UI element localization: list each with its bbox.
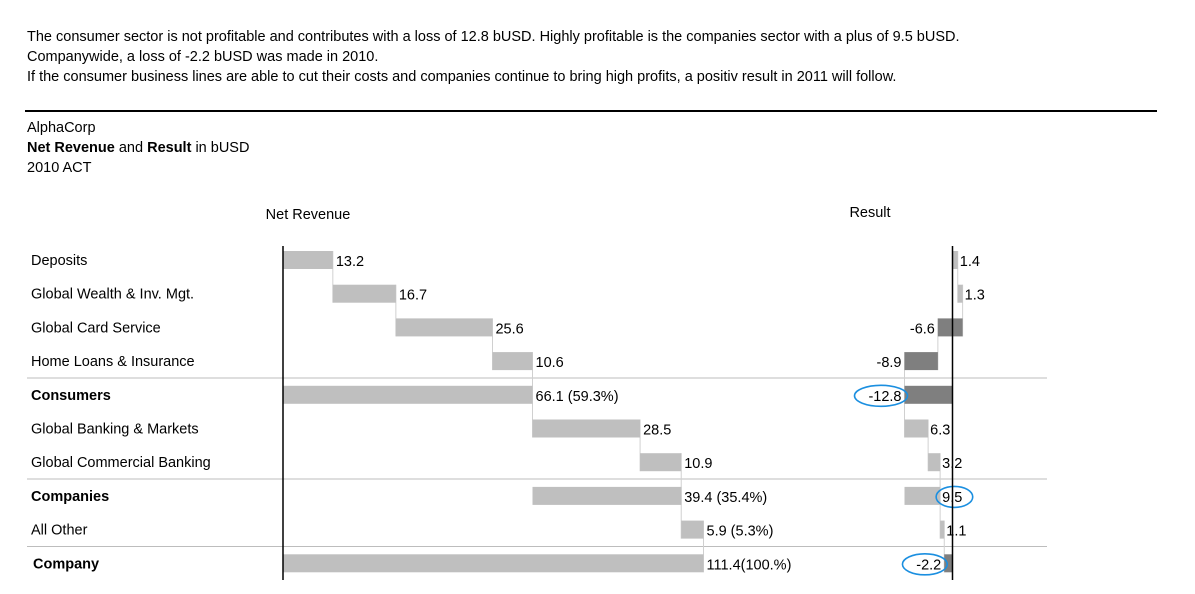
- revenue-bar: [532, 486, 682, 505]
- revenue-bar: [492, 352, 533, 371]
- revenue-bar: [283, 385, 533, 404]
- title-and: and: [114, 140, 148, 156]
- chart-header: AlphaCorp Net Revenue and Result in bUSD…: [27, 118, 249, 178]
- revenue-value-label: 111.4(100.%): [707, 557, 792, 573]
- highlight-circle: [853, 384, 909, 408]
- result-bar: [957, 284, 963, 303]
- result-bar: [944, 554, 953, 573]
- category-label: Global Banking & Markets: [31, 422, 199, 438]
- title-unit: in bUSD: [191, 140, 250, 156]
- result-bar: [952, 251, 958, 269]
- commentary-line-1: The consumer sector is not profitable an…: [27, 29, 960, 45]
- result-value-label: -12.8: [868, 389, 901, 405]
- highlight-circle: [901, 552, 949, 576]
- revenue-bar: [640, 453, 682, 472]
- revenue-value-label: 10.9: [684, 456, 712, 472]
- category-label: Global Card Service: [31, 320, 161, 336]
- highlight-circle: [935, 485, 974, 509]
- category-label: Consumers: [31, 388, 111, 404]
- revenue-bar: [283, 251, 333, 269]
- revenue-bar: [283, 554, 704, 573]
- title-result: Result: [147, 140, 192, 156]
- result-bar: [904, 352, 938, 371]
- revenue-value-label: 16.7: [399, 288, 427, 304]
- result-bar: [904, 419, 929, 438]
- result-value-label: -2.2: [916, 557, 941, 573]
- net-revenue-column-title: Net Revenue: [266, 207, 351, 223]
- result-value-label: 1.4: [960, 254, 980, 270]
- result-value-label: 6.3: [930, 423, 950, 439]
- category-label: Companies: [31, 489, 109, 505]
- result-bar: [904, 385, 953, 404]
- revenue-value-label: 28.5: [643, 423, 671, 439]
- company-name: AlphaCorp: [27, 120, 96, 136]
- result-value-label: 1.1: [946, 524, 966, 540]
- title-net-revenue: Net Revenue: [27, 140, 115, 156]
- category-label: Home Loans & Insurance: [31, 354, 195, 370]
- category-label: Company: [33, 556, 99, 572]
- result-value-label: 1.3: [965, 288, 985, 304]
- revenue-value-label: 25.6: [495, 321, 523, 337]
- chart-period: 2010 ACT: [27, 160, 92, 176]
- result-column-title: Result: [849, 205, 890, 221]
- result-value-label: -8.9: [877, 355, 902, 371]
- result-bar: [904, 486, 941, 505]
- chart-title: Net Revenue and Result in bUSD: [27, 138, 249, 158]
- revenue-bar: [681, 520, 704, 539]
- result-bar: [928, 453, 941, 472]
- category-label: Global Wealth & Inv. Mgt.: [31, 287, 194, 303]
- category-label: Deposits: [31, 253, 87, 269]
- commentary: The consumer sector is not profitable an…: [27, 27, 1167, 87]
- result-value-label: -6.6: [910, 321, 935, 337]
- revenue-value-label: 10.6: [536, 355, 564, 371]
- category-label: All Other: [31, 523, 88, 539]
- commentary-line-2: Companywide, a loss of -2.2 bUSD was mad…: [27, 49, 379, 65]
- header-rule: [25, 110, 1157, 112]
- revenue-value-label: 5.9 (5.3%): [707, 524, 774, 540]
- revenue-bar: [395, 318, 493, 337]
- commentary-line-3: If the consumer business lines are able …: [27, 69, 897, 85]
- revenue-value-label: 13.2: [336, 254, 364, 270]
- revenue-bar: [332, 284, 396, 303]
- revenue-value-label: 66.1 (59.3%): [536, 389, 619, 405]
- revenue-value-label: 39.4 (35.4%): [684, 490, 767, 506]
- result-bar: [937, 318, 963, 337]
- result-bar: [940, 520, 945, 539]
- category-label: Global Commercial Banking: [31, 455, 211, 471]
- revenue-bar: [532, 419, 641, 438]
